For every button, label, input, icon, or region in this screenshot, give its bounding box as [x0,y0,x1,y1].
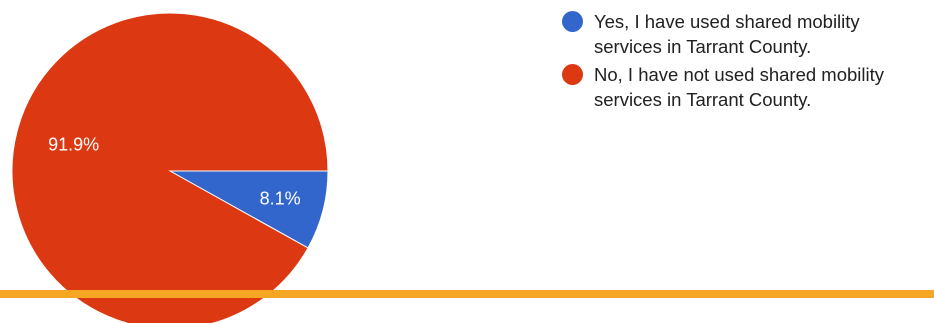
legend-item-yes[interactable]: Yes, I have used shared mobility service… [562,9,932,59]
pie-label-yes: 8.1% [260,188,301,208]
pie-slices [11,12,329,323]
pie-label-no: 91.9% [48,135,99,155]
chart-legend: Yes, I have used shared mobility service… [562,9,932,115]
legend-label-no: No, I have not used shared mobility serv… [594,64,884,110]
legend-label-yes: Yes, I have used shared mobility service… [594,11,860,57]
orange-divider-line [0,290,934,298]
pie-slice-labels: 8.1% 91.9% [48,135,300,209]
pie-slice-no[interactable] [11,12,329,323]
legend-item-no[interactable]: No, I have not used shared mobility serv… [562,62,932,112]
legend-swatch-no [562,64,583,85]
legend-swatch-yes [562,11,583,32]
